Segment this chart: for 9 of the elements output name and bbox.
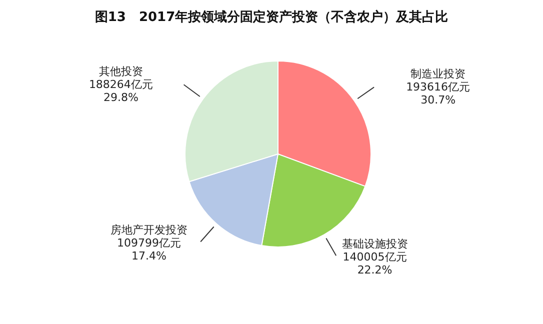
chart-title: 图13 2017年按领域分固定资产投资（不含农户）及其占比 — [94, 8, 450, 26]
slice-label: 基础设施投资 — [342, 236, 408, 250]
data-label: 140005亿元 22.2% — [342, 250, 407, 276]
data-label: 109799亿元 17.4% — [116, 236, 181, 262]
slice-label: 制造业投资 — [410, 67, 466, 80]
data-label: 188264亿元 29.8% — [88, 78, 153, 104]
slice-label: 其他投资 — [98, 64, 143, 78]
data-label: 193616亿元 30.7% — [406, 80, 470, 106]
slice-label: 房地产开发投资 — [110, 222, 188, 236]
